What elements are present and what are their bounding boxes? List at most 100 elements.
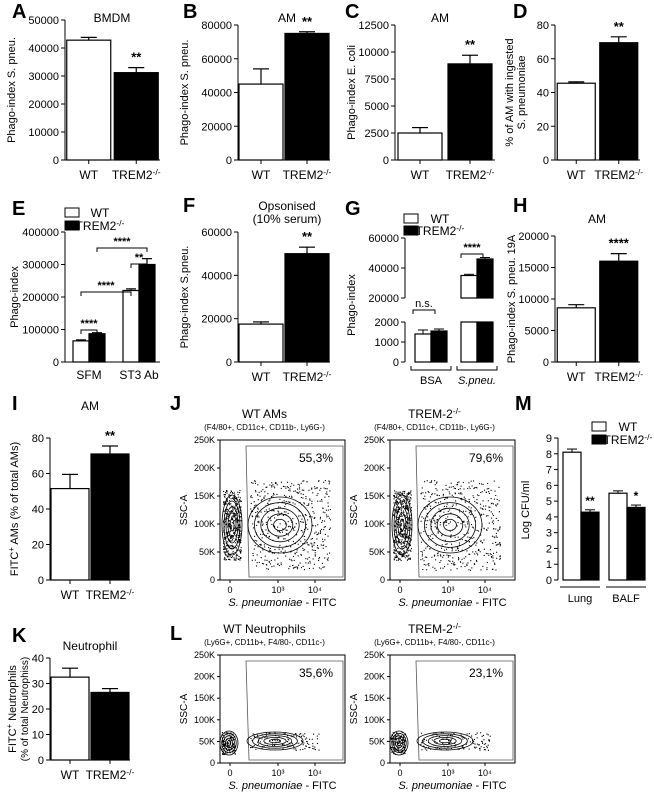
density-dot (311, 538, 313, 540)
density-dot (490, 498, 492, 500)
density-dot (230, 538, 232, 540)
density-dot (234, 508, 236, 510)
density-dot (225, 536, 227, 538)
contour-line (246, 731, 304, 751)
density-dot (240, 550, 242, 552)
density-dot (278, 530, 280, 533)
density-dot (292, 528, 294, 530)
density-dot (450, 534, 452, 536)
density-dot (451, 547, 453, 549)
density-dot (444, 498, 446, 500)
density-dot (407, 537, 409, 539)
density-dot (393, 753, 395, 755)
density-dot (472, 551, 474, 553)
gate-percent: 79,6% (469, 451, 503, 465)
density-dot (275, 482, 277, 484)
density-dot (497, 529, 499, 531)
density-dot (279, 544, 281, 547)
density-dot (270, 559, 272, 561)
density-dot (434, 741, 436, 743)
density-dot (231, 525, 233, 527)
density-dot (234, 528, 236, 530)
density-dot (225, 748, 228, 750)
gate-outline (415, 660, 514, 761)
density-dot (485, 743, 487, 745)
density-dot (274, 517, 276, 519)
density-dot (431, 556, 433, 558)
density-dot (483, 548, 485, 550)
density-dot (403, 741, 405, 743)
density-dot (447, 563, 449, 565)
panel-letter: D (513, 1, 527, 23)
density-dot (491, 517, 493, 519)
plot-subtitle: TREM-2-/- (408, 621, 461, 636)
density-dot (223, 501, 225, 503)
density-dot (235, 528, 238, 530)
density-dot (258, 491, 260, 493)
density-dot (404, 752, 406, 754)
density-dot (290, 519, 292, 521)
density-dot (456, 548, 459, 550)
density-dot (409, 540, 411, 542)
density-dot (398, 517, 401, 519)
density-dot (321, 538, 324, 540)
density-dot (495, 505, 497, 507)
x-tick-label: 10³ (271, 768, 284, 778)
density-dot (445, 497, 447, 499)
bar (50, 487, 90, 581)
density-dot (229, 743, 231, 745)
density-dot (325, 488, 327, 490)
density-dot (323, 520, 326, 522)
density-dot (235, 504, 237, 506)
panel-letter: K (12, 625, 27, 647)
y-tick-label: 2000 (375, 317, 399, 329)
density-dot (272, 745, 274, 747)
density-dot (452, 486, 454, 488)
density-dot (268, 536, 270, 538)
contour-line (219, 730, 239, 756)
density-dot (277, 514, 279, 517)
density-dot (303, 535, 306, 538)
density-dot (483, 505, 485, 507)
density-dot (392, 744, 394, 746)
y-axis-label: SSC-A (179, 494, 190, 525)
density-dot (447, 516, 449, 518)
density-dot (254, 539, 256, 541)
density-dot (254, 535, 256, 537)
density-dot (405, 517, 407, 519)
density-dot (475, 502, 477, 504)
density-dot (401, 553, 403, 555)
density-dot (236, 499, 238, 501)
density-dot (410, 517, 412, 519)
y-tick-label: 60 (32, 469, 44, 481)
density-dot (399, 491, 401, 493)
density-dot (237, 545, 239, 547)
density-dot (442, 489, 444, 491)
density-dot (463, 534, 465, 536)
y-tick-label: 0 (383, 155, 389, 167)
density-dot (262, 531, 264, 533)
x-tick-label: 0 (397, 768, 402, 778)
density-dot (476, 502, 478, 504)
density-dot (436, 526, 438, 528)
density-dot (398, 508, 400, 510)
density-dot (269, 547, 271, 550)
bar (562, 451, 582, 581)
density-dot (229, 530, 231, 532)
density-dot (401, 546, 403, 548)
y-tick-label: 20 (537, 121, 549, 133)
density-dot (327, 505, 329, 507)
density-dot (293, 484, 295, 486)
density-dot (446, 737, 448, 739)
density-dot (240, 516, 242, 518)
density-dot (396, 555, 398, 557)
density-dot (403, 533, 405, 535)
group-bracket (410, 366, 452, 371)
bar (72, 340, 90, 363)
panel-letter: F (183, 195, 195, 217)
density-dot (275, 741, 277, 743)
density-dot (256, 511, 258, 513)
density-dot (393, 498, 395, 500)
density-dot (469, 569, 472, 571)
x-tick-label: 0 (397, 585, 402, 595)
